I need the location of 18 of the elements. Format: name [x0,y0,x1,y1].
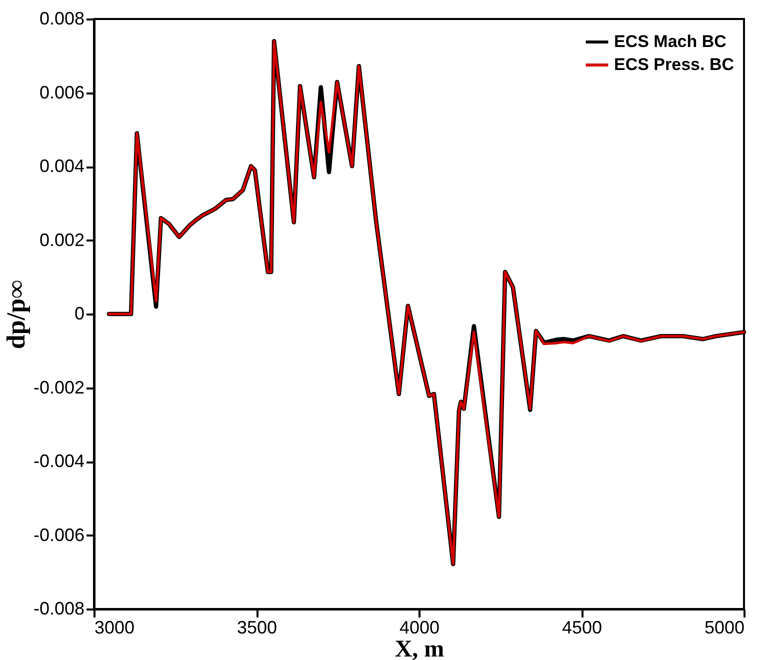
legend-label: ECS Press. BC [614,55,734,74]
y-tick-label: 0.008 [39,8,84,28]
y-tick-label: 0.004 [39,156,84,176]
y-axis-title: dp/p∞ [1,280,30,350]
legend-label: ECS Mach BC [614,32,726,51]
y-tick-label: -0.004 [33,451,84,471]
x-tick-label: 4500 [562,618,602,638]
y-tick-label: 0.002 [39,230,84,250]
x-tick-label: 3500 [236,618,278,638]
y-tick-label: -0.002 [33,377,84,398]
y-tick-label: -0.006 [33,524,84,545]
x-axis-title: X, m [394,636,444,660]
y-tick-label: -0.008 [33,598,84,618]
y-tick-label: 0.006 [39,82,84,102]
x-tick-label: 3000 [94,618,135,638]
x-tick-label: 5000 [704,618,744,638]
y-tick-label: 0 [74,304,84,324]
x-tick-label: 4000 [399,618,440,638]
